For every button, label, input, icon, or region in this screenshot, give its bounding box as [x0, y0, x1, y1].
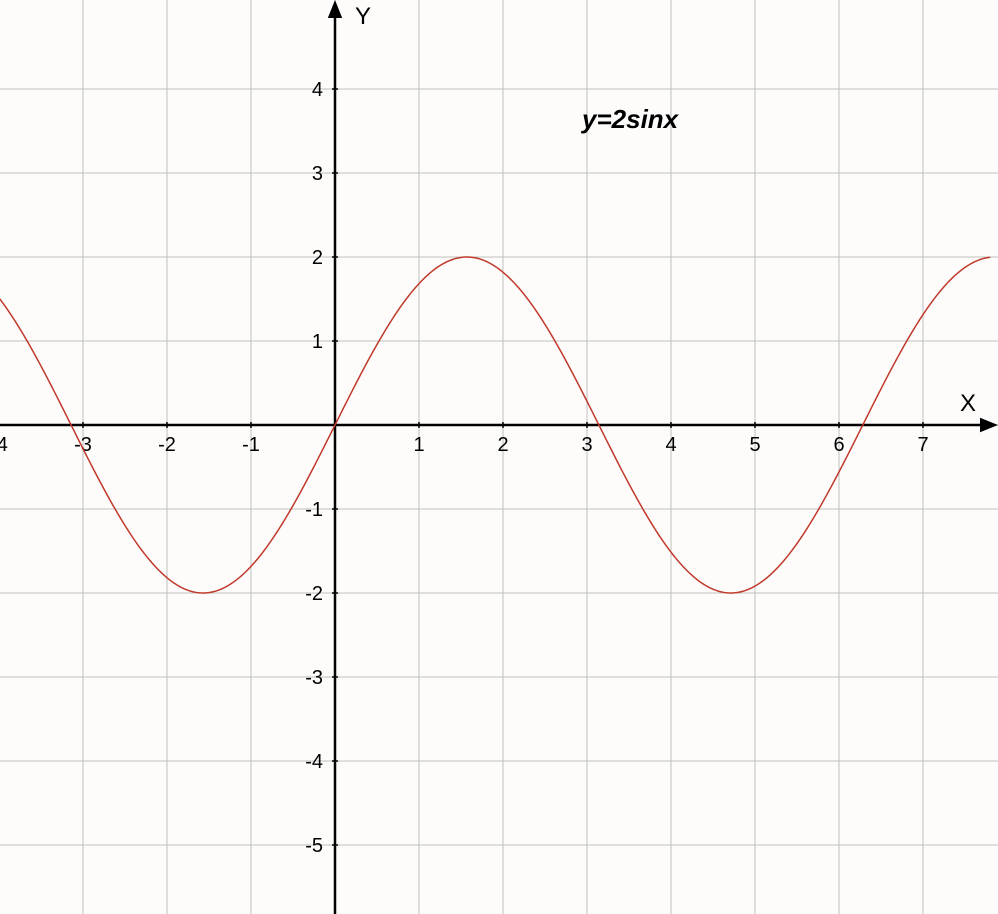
- x-tick-label: 5: [749, 434, 760, 456]
- x-tick-label: 7: [917, 434, 928, 456]
- x-tick-label: -1: [242, 434, 260, 456]
- y-tick-label: -1: [305, 499, 323, 521]
- x-tick-label: -4: [0, 434, 8, 456]
- equation-label: y=2sinx: [580, 104, 680, 134]
- x-tick-label: 3: [581, 434, 592, 456]
- x-tick-label: 6: [833, 434, 844, 456]
- x-axis-label: X: [960, 390, 976, 417]
- y-tick-label: 3: [312, 163, 323, 185]
- x-tick-label: 1: [413, 434, 424, 456]
- y-tick-label: -2: [305, 583, 323, 605]
- y-tick-label: 4: [312, 79, 323, 101]
- y-tick-label: -5: [305, 835, 323, 857]
- y-tick-label: -3: [305, 667, 323, 689]
- x-tick-label: 4: [665, 434, 676, 456]
- y-tick-label: 2: [312, 247, 323, 269]
- x-tick-label: -2: [158, 434, 176, 456]
- sine-chart: -4-3-2-11234567-5-4-3-2-11234YXy=2sinx: [0, 0, 998, 914]
- y-tick-label: 1: [312, 331, 323, 353]
- y-tick-label: -4: [305, 751, 323, 773]
- x-tick-label: 2: [497, 434, 508, 456]
- y-axis-label: Y: [355, 3, 371, 30]
